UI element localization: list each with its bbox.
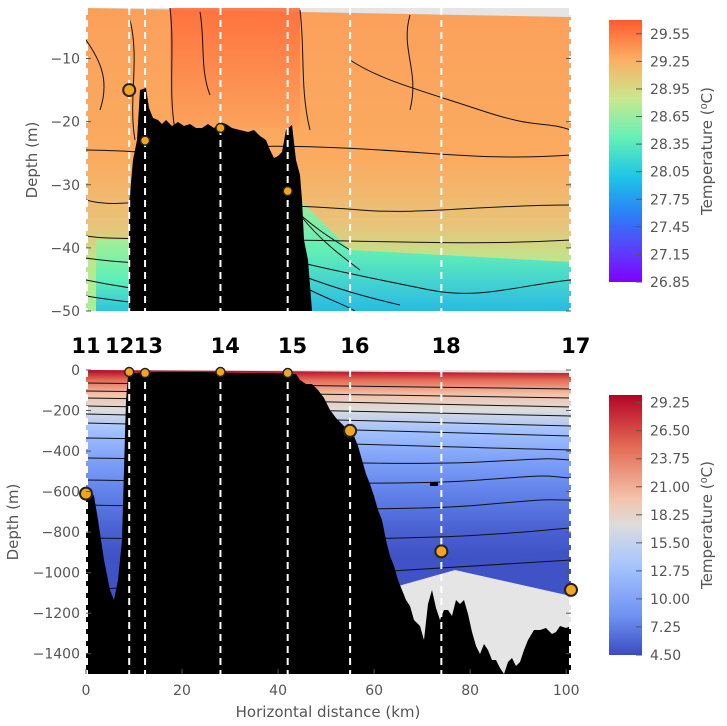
bottom-x-axis: 0 20 40 60 80 100 xyxy=(82,669,580,699)
y-tick-label: −800 xyxy=(42,525,80,541)
colorbar-tick-label: 27.75 xyxy=(650,192,690,208)
y-tick-label: −20 xyxy=(50,115,80,131)
y-tick-label: −40 xyxy=(50,241,80,257)
sample-marker xyxy=(564,582,578,597)
y-tick-label: −30 xyxy=(50,178,80,194)
x-tick-label: 20 xyxy=(173,683,191,699)
sample-marker xyxy=(215,122,226,134)
station-label: 15 xyxy=(278,334,307,358)
station-label: 17 xyxy=(561,334,590,358)
x-tick-label: 0 xyxy=(82,683,91,699)
bottom-sample-markers xyxy=(79,366,578,597)
bottom-station-lines xyxy=(86,370,571,674)
x-tick-label: 100 xyxy=(553,683,580,699)
top-sample-markers xyxy=(122,83,293,197)
x-tick-label: 40 xyxy=(269,683,287,699)
top-colorbar: 29.55 29.25 28.95 28.65 28.35 28.05 27.75 27.45… xyxy=(609,20,716,291)
y-tick-label: −10 xyxy=(50,52,80,68)
top-colorbar-gradient xyxy=(609,20,642,282)
x-tick-label: 80 xyxy=(461,683,479,699)
station-labels: 11 12 13 14 15 16 18 17 xyxy=(71,334,590,358)
sample-marker xyxy=(282,185,293,197)
colorbar-tick-label: 27.15 xyxy=(650,247,690,263)
colorbar-tick-label: 12.75 xyxy=(650,564,690,580)
top-colorbar-ticks: 29.55 29.25 28.95 28.65 28.35 28.05 27.75 27.45… xyxy=(636,27,690,291)
colorbar-tick-label: 10.00 xyxy=(650,592,690,608)
colorbar-tick-label: 28.95 xyxy=(650,82,690,98)
sample-marker xyxy=(79,486,93,501)
bottom-temperature-section: 0 −200 −400 −600 −800 −1000 −1200 −1400 0 20 40 60… xyxy=(4,363,580,721)
colorbar-tick-label: 28.05 xyxy=(650,165,690,181)
y-tick-label: −1000 xyxy=(33,566,80,582)
colorbar-tick-label: 4.50 xyxy=(650,648,681,664)
colorbar-tick-label: 28.65 xyxy=(650,110,690,126)
colorbar-tick-label: 29.25 xyxy=(650,54,690,70)
bottom-colorbar: 29.25 26.50 23.75 21.00 18.25 15.50 12.75 10.00… xyxy=(609,395,716,664)
top-y-axis: −10 −20 −30 −40 −50 xyxy=(50,52,571,320)
colorbar-tick-label: 26.85 xyxy=(650,275,690,291)
colorbar-tick-label: 29.55 xyxy=(650,27,690,43)
colorbar-tick-label: 18.25 xyxy=(650,508,690,524)
station-label: 14 xyxy=(211,334,240,358)
y-tick-label: −50 xyxy=(50,304,80,320)
y-tick-label: −1400 xyxy=(33,647,80,663)
bottom-colorbar-gradient xyxy=(609,395,642,655)
bottom-colorbar-label: Temperature (⁰C) xyxy=(698,461,716,590)
colorbar-tick-label: 27.45 xyxy=(650,220,690,236)
colorbar-tick-label: 7.25 xyxy=(650,620,681,636)
top-temperature-section: −10 −20 −30 −40 −50 Depth (m) xyxy=(23,8,571,320)
station-label: 18 xyxy=(432,334,461,358)
top-cool-right xyxy=(290,190,571,311)
colorbar-tick-label: 28.35 xyxy=(650,137,690,153)
colorbar-tick-label: 21.00 xyxy=(650,480,690,496)
colorbar-tick-label: 29.25 xyxy=(650,396,690,412)
station-label: 12 xyxy=(105,334,134,358)
colorbar-tick-label: 26.50 xyxy=(650,424,690,440)
bottom-y-axis-label: Depth (m) xyxy=(4,484,22,561)
top-colorbar-label: Temperature (⁰C) xyxy=(698,87,716,216)
top-y-axis-label: Depth (m) xyxy=(23,122,41,199)
sample-marker xyxy=(343,423,358,438)
bottom-bathymetry xyxy=(86,372,571,674)
station-label: 16 xyxy=(340,334,369,358)
sample-marker xyxy=(139,135,151,146)
y-tick-label: −1200 xyxy=(33,606,80,622)
sample-marker xyxy=(215,366,226,378)
sample-marker xyxy=(122,83,137,98)
top-bathymetry xyxy=(129,88,312,311)
sample-marker xyxy=(434,544,449,559)
bottom-bathymetry-islet xyxy=(430,482,438,486)
sample-marker xyxy=(139,367,151,379)
y-tick-label: −200 xyxy=(42,404,80,420)
y-tick-label: −600 xyxy=(42,485,80,501)
bottom-y-axis: 0 −200 −400 −600 −800 −1000 −1200 −1400 xyxy=(33,363,571,663)
y-tick-label: 0 xyxy=(71,363,80,379)
station-label: 13 xyxy=(134,334,163,358)
station-label: 11 xyxy=(71,334,100,358)
sample-marker xyxy=(123,366,135,378)
y-tick-label: −400 xyxy=(42,444,80,460)
top-warm-core xyxy=(170,8,300,128)
bottom-x-axis-label: Horizontal distance (km) xyxy=(236,703,421,721)
colorbar-tick-label: 15.50 xyxy=(650,536,690,552)
sample-marker xyxy=(282,367,293,379)
x-tick-label: 60 xyxy=(365,683,383,699)
colorbar-tick-label: 23.75 xyxy=(650,452,690,468)
bottom-colorbar-ticks: 29.25 26.50 23.75 21.00 18.25 15.50 12.75 10.00… xyxy=(636,396,690,664)
